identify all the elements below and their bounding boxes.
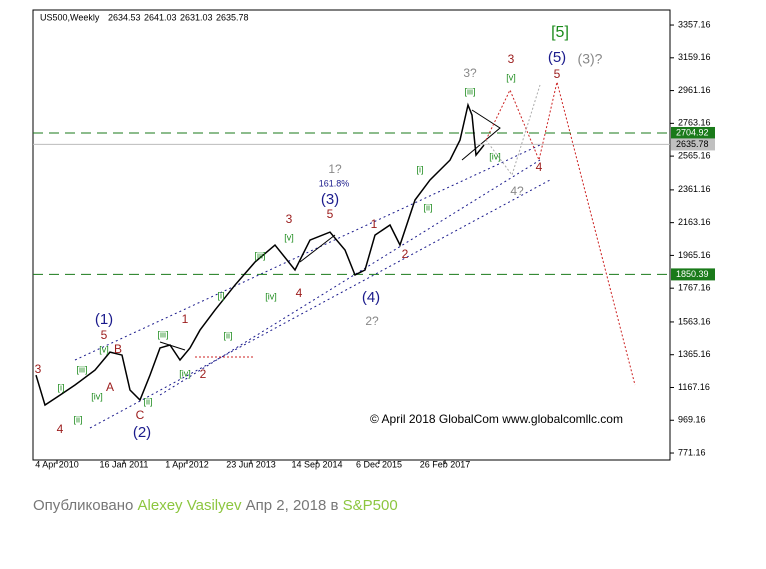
wave-label: (2) [133, 424, 151, 441]
x-tick-label: 4 Apr 2010 [35, 459, 79, 469]
current-label: 2635.78 [676, 139, 709, 149]
wave-label: 5 [554, 67, 561, 81]
wave-label: [iv] [265, 291, 277, 301]
caption: Опубликовано Alexey Vasilyev Апр 2, 2018… [33, 497, 398, 514]
caption-prefix: Опубликовано [33, 497, 134, 514]
price-line [35, 102, 485, 407]
y-tick-label: 1767.16 [678, 283, 711, 293]
ohlc-high: 2641.03 [144, 12, 177, 22]
caption-in: в [330, 497, 339, 514]
wave-label: [iii] [255, 250, 266, 260]
wave-label: 3 [35, 362, 42, 376]
author-link[interactable]: Alexey Vasilyev [137, 497, 242, 514]
wave-label: 1? [328, 162, 342, 176]
wave-label: [iv] [489, 151, 501, 161]
wave-label: [ii] [224, 330, 233, 340]
plot-frame [32, 9, 671, 461]
wave-label: 1 [182, 312, 189, 326]
wave-label: C [136, 408, 145, 422]
x-tick-label: 16 Jan 2011 [100, 459, 149, 469]
wave-label: [v] [99, 344, 109, 354]
y-tick-label: 2961.16 [678, 85, 711, 95]
wave-label: 3 [508, 52, 515, 66]
ohlc-close: 2635.78 [216, 12, 249, 22]
wave-label: 3? [463, 66, 477, 80]
wave-label: 2? [365, 314, 379, 328]
topic-link[interactable]: S&P500 [342, 497, 398, 514]
y-tick-label: 2763.16 [678, 118, 711, 128]
level-box [671, 126, 715, 139]
current-box [671, 138, 715, 151]
wave-label: [iii] [158, 329, 169, 339]
projection [195, 81, 636, 386]
wave-label: (4) [362, 289, 380, 306]
x-tick-label: 23 Jun 2013 [226, 459, 276, 469]
x-tick-label: 26 Feb 2017 [420, 459, 471, 469]
wave-label: 2 [402, 247, 409, 261]
wave-label: 4 [296, 286, 303, 300]
wave-label: [iii] [465, 86, 476, 96]
x-tick-label: 14 Sep 2014 [291, 459, 342, 469]
wave-label: (3)? [578, 51, 603, 67]
wave-label: 1 [371, 217, 378, 231]
wave-label: 5 [327, 207, 334, 221]
y-tick-label: 1167.16 [678, 382, 710, 392]
wave-label: [5] [551, 24, 569, 41]
y-tick-label: 3159.16 [678, 52, 711, 62]
y-tick-label: 2163.16 [678, 217, 711, 227]
wave-label: (5) [548, 49, 566, 66]
level-label: 1850.39 [676, 269, 709, 279]
wave-label: [ii] [144, 396, 153, 406]
wave-label: [i] [416, 164, 423, 174]
ohlc-open: 2634.53 [108, 12, 141, 22]
wave-label: 161.8% [319, 178, 350, 188]
wave-label: (3) [321, 191, 339, 208]
wave-label: [iii] [77, 364, 88, 374]
wave-label: 4 [536, 160, 543, 174]
level-box [671, 268, 715, 281]
caption-date: Апр 2, 2018 [245, 497, 327, 514]
wave-label: [ii] [424, 202, 433, 212]
y-tick-label: 969.16 [678, 415, 706, 425]
y-tick-label: 771.16 [678, 447, 706, 457]
wave-label: [i] [57, 382, 64, 392]
wave-label: A [106, 380, 114, 394]
level-label: 2704.92 [676, 127, 709, 137]
ohlc-low: 2631.03 [180, 12, 213, 22]
y-tick-label: 2361.16 [678, 184, 711, 194]
y-tick-label: 1365.16 [678, 349, 711, 359]
wave-label: 4? [510, 184, 524, 198]
x-tick-label: 1 Apr 2012 [165, 459, 209, 469]
y-tick-label: 2565.16 [678, 150, 711, 160]
wave-label: B [114, 342, 122, 356]
wave-label: [i] [217, 290, 224, 300]
copyright: © April 2018 GlobalCom www.globalcomllc.… [370, 412, 623, 426]
chart: US500,Weekly 2634.53 2641.03 2631.03 263… [32, 9, 715, 469]
symbol: US500,Weekly [40, 12, 100, 22]
wave-label: [iv] [91, 391, 103, 401]
wave-label: 3 [286, 212, 293, 226]
wave-label: 5 [101, 328, 108, 342]
wave-label: [v] [284, 232, 294, 242]
x-tick-label: 6 Dec 2015 [356, 459, 402, 469]
wave-label: [ii] [74, 414, 83, 424]
wave-label: (1) [95, 311, 113, 328]
wave-label: [v] [506, 72, 516, 82]
triangle [159, 109, 501, 351]
y-tick-label: 1965.16 [678, 250, 711, 260]
channel-lines [74, 144, 551, 429]
wave-label: 4 [57, 422, 64, 436]
wave-label: [iv] [179, 368, 191, 378]
y-tick-label: 3357.16 [678, 19, 711, 29]
y-tick-label: 1563.16 [678, 316, 711, 326]
wave-label: 2 [200, 367, 207, 381]
